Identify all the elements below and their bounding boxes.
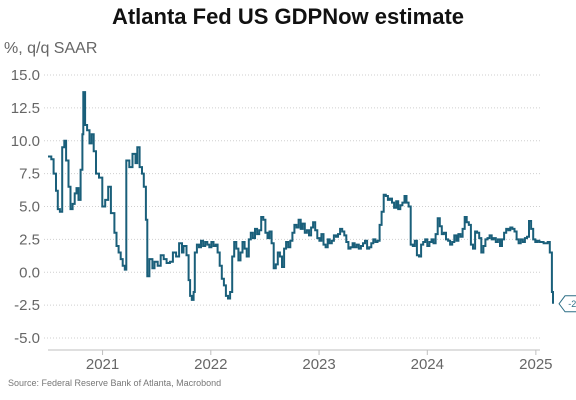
last-value-label: -2.4 bbox=[568, 299, 576, 309]
x-tick-label: 2025 bbox=[519, 356, 552, 373]
y-axis-label: %, q/q SAAR bbox=[4, 40, 98, 57]
y-tick-label: -5.0 bbox=[14, 330, 40, 347]
gdpnow-series-line bbox=[48, 91, 554, 304]
y-tick-label: 15.0 bbox=[11, 67, 40, 84]
plot-area bbox=[48, 91, 554, 304]
y-tick-label: 12.5 bbox=[11, 100, 40, 117]
x-tick-label: 2024 bbox=[411, 356, 444, 373]
x-tick-label: 2021 bbox=[86, 356, 119, 373]
x-tick-label: 2022 bbox=[194, 356, 227, 373]
gridlines bbox=[44, 74, 540, 339]
y-tick-label: 2.5 bbox=[19, 231, 40, 248]
chart-title: Atlanta Fed US GDPNow estimate bbox=[111, 4, 465, 29]
y-tick-label: 7.5 bbox=[19, 166, 40, 183]
last-value-box bbox=[558, 295, 576, 313]
y-tick-label: 10.0 bbox=[11, 133, 40, 150]
last-value-callout: -2.4 bbox=[558, 295, 576, 313]
y-axis-ticks: 15.0 12.5 10.0 7.5 5.0 2.5 0.0 -2.5 -5.0 bbox=[11, 67, 40, 347]
source-note: Source: Federal Reserve Bank of Atlanta,… bbox=[8, 378, 222, 388]
y-tick-label: -2.5 bbox=[14, 297, 40, 314]
y-tick-label: 5.0 bbox=[19, 199, 40, 216]
x-tick-label: 2023 bbox=[302, 356, 335, 373]
x-axis-ticks: 2021 2022 2023 2024 2025 bbox=[48, 349, 553, 373]
y-tick-label: 0.0 bbox=[19, 264, 40, 281]
